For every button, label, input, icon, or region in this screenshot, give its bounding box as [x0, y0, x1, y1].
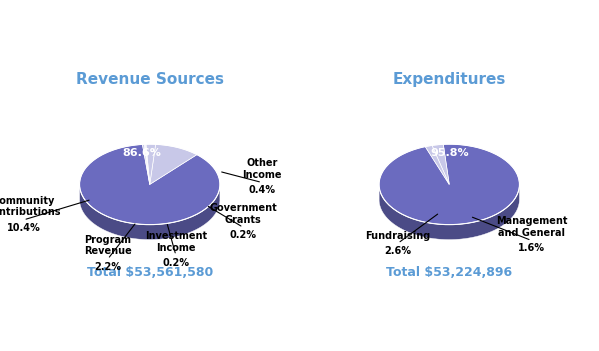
- Text: Government
Grants: Government Grants: [210, 203, 277, 225]
- Text: Other
Income: Other Income: [243, 158, 282, 180]
- Polygon shape: [143, 144, 150, 184]
- Polygon shape: [145, 144, 150, 184]
- Text: 86.6%: 86.6%: [123, 148, 162, 158]
- Text: Expenditures: Expenditures: [392, 72, 506, 87]
- Text: Program Services: Program Services: [394, 128, 504, 139]
- Polygon shape: [80, 186, 220, 240]
- Text: 2.6%: 2.6%: [385, 246, 412, 256]
- Text: Community
Contributions: Community Contributions: [0, 196, 61, 217]
- Text: Investment
Income: Investment Income: [145, 231, 207, 253]
- Polygon shape: [425, 145, 449, 184]
- Text: 0.2%: 0.2%: [230, 230, 257, 240]
- Polygon shape: [432, 144, 449, 184]
- Polygon shape: [80, 144, 220, 225]
- Polygon shape: [379, 185, 519, 240]
- Text: Revenue Sources: Revenue Sources: [75, 72, 224, 87]
- Text: 2.2%: 2.2%: [94, 262, 121, 272]
- Polygon shape: [146, 144, 156, 184]
- Text: Donated Food: Donated Food: [99, 128, 186, 139]
- Text: Total $53,224,896: Total $53,224,896: [386, 266, 512, 279]
- Polygon shape: [150, 144, 197, 184]
- Text: 0.4%: 0.4%: [249, 185, 276, 195]
- Polygon shape: [379, 144, 519, 225]
- Text: 95.8%: 95.8%: [430, 148, 468, 158]
- Polygon shape: [144, 144, 150, 184]
- Text: 0.2%: 0.2%: [162, 258, 189, 268]
- Text: Program
Revenue: Program Revenue: [84, 235, 132, 257]
- Text: Total $53,561,580: Total $53,561,580: [87, 266, 213, 279]
- Text: Management
and General: Management and General: [496, 216, 567, 238]
- Text: 1.6%: 1.6%: [518, 243, 545, 253]
- Text: Fundraising: Fundraising: [365, 231, 431, 240]
- Text: 10.4%: 10.4%: [7, 223, 40, 233]
